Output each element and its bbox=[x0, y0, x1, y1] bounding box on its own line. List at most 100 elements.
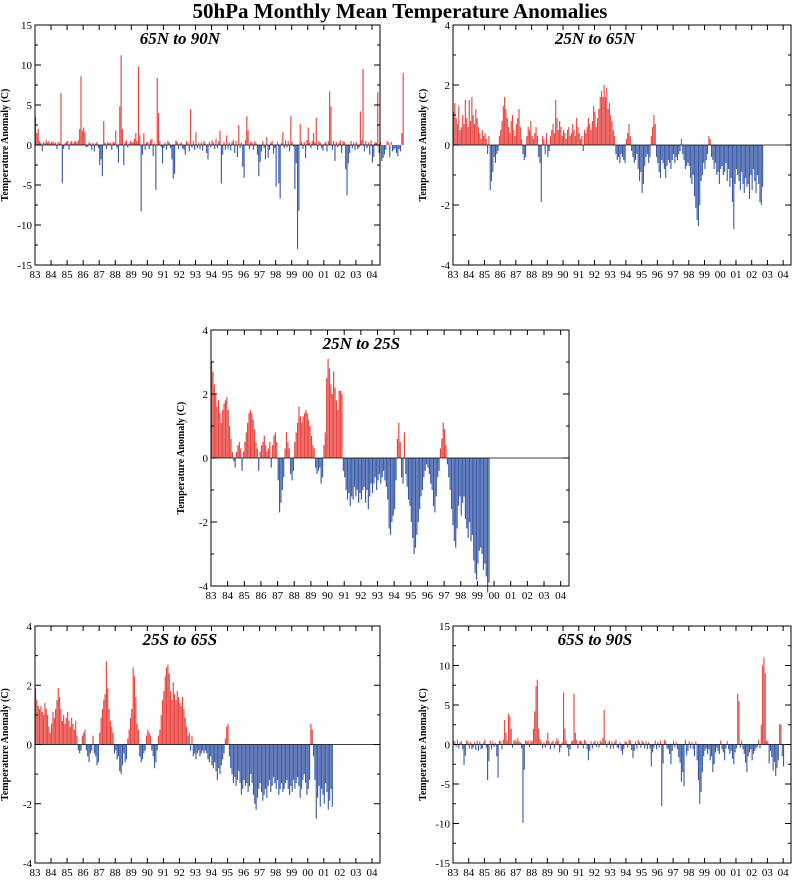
bar bbox=[665, 145, 667, 178]
bar bbox=[598, 109, 600, 145]
bar bbox=[385, 458, 387, 487]
bar bbox=[352, 458, 354, 500]
bar bbox=[705, 744, 707, 749]
bar bbox=[688, 741, 690, 745]
bar bbox=[555, 100, 557, 145]
bar bbox=[220, 145, 222, 184]
bar bbox=[515, 124, 517, 145]
bar bbox=[246, 116, 248, 145]
bar bbox=[73, 729, 75, 745]
bar bbox=[730, 744, 732, 751]
bar bbox=[633, 145, 635, 163]
bar bbox=[374, 141, 376, 145]
bar bbox=[296, 744, 299, 778]
x-tick-label: 83 bbox=[30, 269, 42, 281]
bar bbox=[704, 145, 706, 169]
bar bbox=[701, 145, 703, 175]
bar bbox=[650, 744, 652, 767]
bar bbox=[399, 442, 401, 458]
bar bbox=[202, 145, 204, 151]
bar bbox=[297, 422, 299, 458]
x-tick-label: 02 bbox=[334, 867, 345, 879]
bar bbox=[258, 458, 260, 471]
bar bbox=[314, 142, 316, 145]
x-tick-label: 87 bbox=[510, 269, 522, 281]
bar bbox=[583, 739, 586, 745]
bar bbox=[697, 145, 699, 226]
bar bbox=[738, 145, 740, 181]
bar bbox=[471, 97, 473, 145]
bar bbox=[349, 458, 351, 506]
bar bbox=[572, 740, 574, 745]
bar bbox=[286, 744, 288, 781]
bar bbox=[77, 140, 79, 145]
bar bbox=[594, 112, 596, 145]
bar bbox=[136, 141, 138, 145]
bar bbox=[566, 744, 569, 748]
bar bbox=[279, 744, 281, 789]
bar bbox=[76, 142, 78, 145]
x-tick-label: 92 bbox=[355, 590, 366, 602]
bar bbox=[369, 145, 371, 155]
bar bbox=[313, 448, 315, 458]
bar bbox=[303, 413, 306, 458]
bar bbox=[619, 742, 621, 745]
bar bbox=[187, 735, 189, 745]
bar bbox=[174, 694, 176, 745]
bar bbox=[456, 124, 459, 145]
bar bbox=[80, 744, 82, 751]
bar bbox=[196, 744, 198, 754]
x-tick-label: 96 bbox=[652, 269, 664, 281]
bar bbox=[625, 742, 627, 745]
bar bbox=[772, 744, 774, 771]
bar bbox=[705, 145, 707, 160]
bar bbox=[45, 708, 47, 745]
bar bbox=[631, 744, 633, 751]
bar bbox=[731, 744, 734, 759]
bar bbox=[535, 127, 537, 145]
bar bbox=[350, 141, 352, 145]
bar bbox=[475, 109, 477, 145]
bar bbox=[590, 741, 592, 745]
bar bbox=[478, 458, 480, 551]
bar bbox=[391, 458, 393, 522]
x-tick-label: 01 bbox=[318, 269, 329, 281]
bar bbox=[149, 140, 152, 145]
x-tick-label: 01 bbox=[730, 269, 741, 281]
bar bbox=[716, 744, 718, 748]
bar bbox=[202, 744, 204, 751]
bar bbox=[252, 419, 254, 458]
x-tick-label: 89 bbox=[126, 269, 138, 281]
bar bbox=[585, 133, 587, 145]
bar bbox=[168, 673, 170, 745]
bar bbox=[191, 145, 193, 148]
bar bbox=[589, 124, 591, 145]
x-tick-label: 92 bbox=[589, 867, 600, 879]
bar bbox=[549, 744, 552, 750]
x-tick-label: 96 bbox=[652, 867, 664, 879]
bar bbox=[484, 458, 486, 564]
bar-series bbox=[35, 55, 404, 249]
x-tick-label: 90 bbox=[142, 867, 154, 879]
x-tick-label: 85 bbox=[239, 590, 251, 602]
bar bbox=[298, 145, 300, 211]
bar bbox=[570, 741, 572, 745]
bar bbox=[472, 744, 474, 748]
bar bbox=[196, 145, 198, 149]
bar bbox=[132, 667, 134, 745]
bar bbox=[101, 145, 103, 177]
bar bbox=[73, 141, 75, 145]
bar bbox=[178, 697, 180, 745]
bar bbox=[302, 744, 304, 781]
bar bbox=[406, 458, 408, 487]
chart-title: 25N to 65N bbox=[554, 29, 636, 48]
bar bbox=[552, 124, 554, 145]
bar bbox=[301, 422, 303, 458]
x-tick-label: 90 bbox=[322, 590, 334, 602]
bar bbox=[394, 145, 396, 149]
bar bbox=[270, 744, 272, 792]
x-tick-label: 00 bbox=[302, 269, 314, 281]
bar bbox=[414, 458, 417, 548]
bar bbox=[159, 729, 161, 745]
